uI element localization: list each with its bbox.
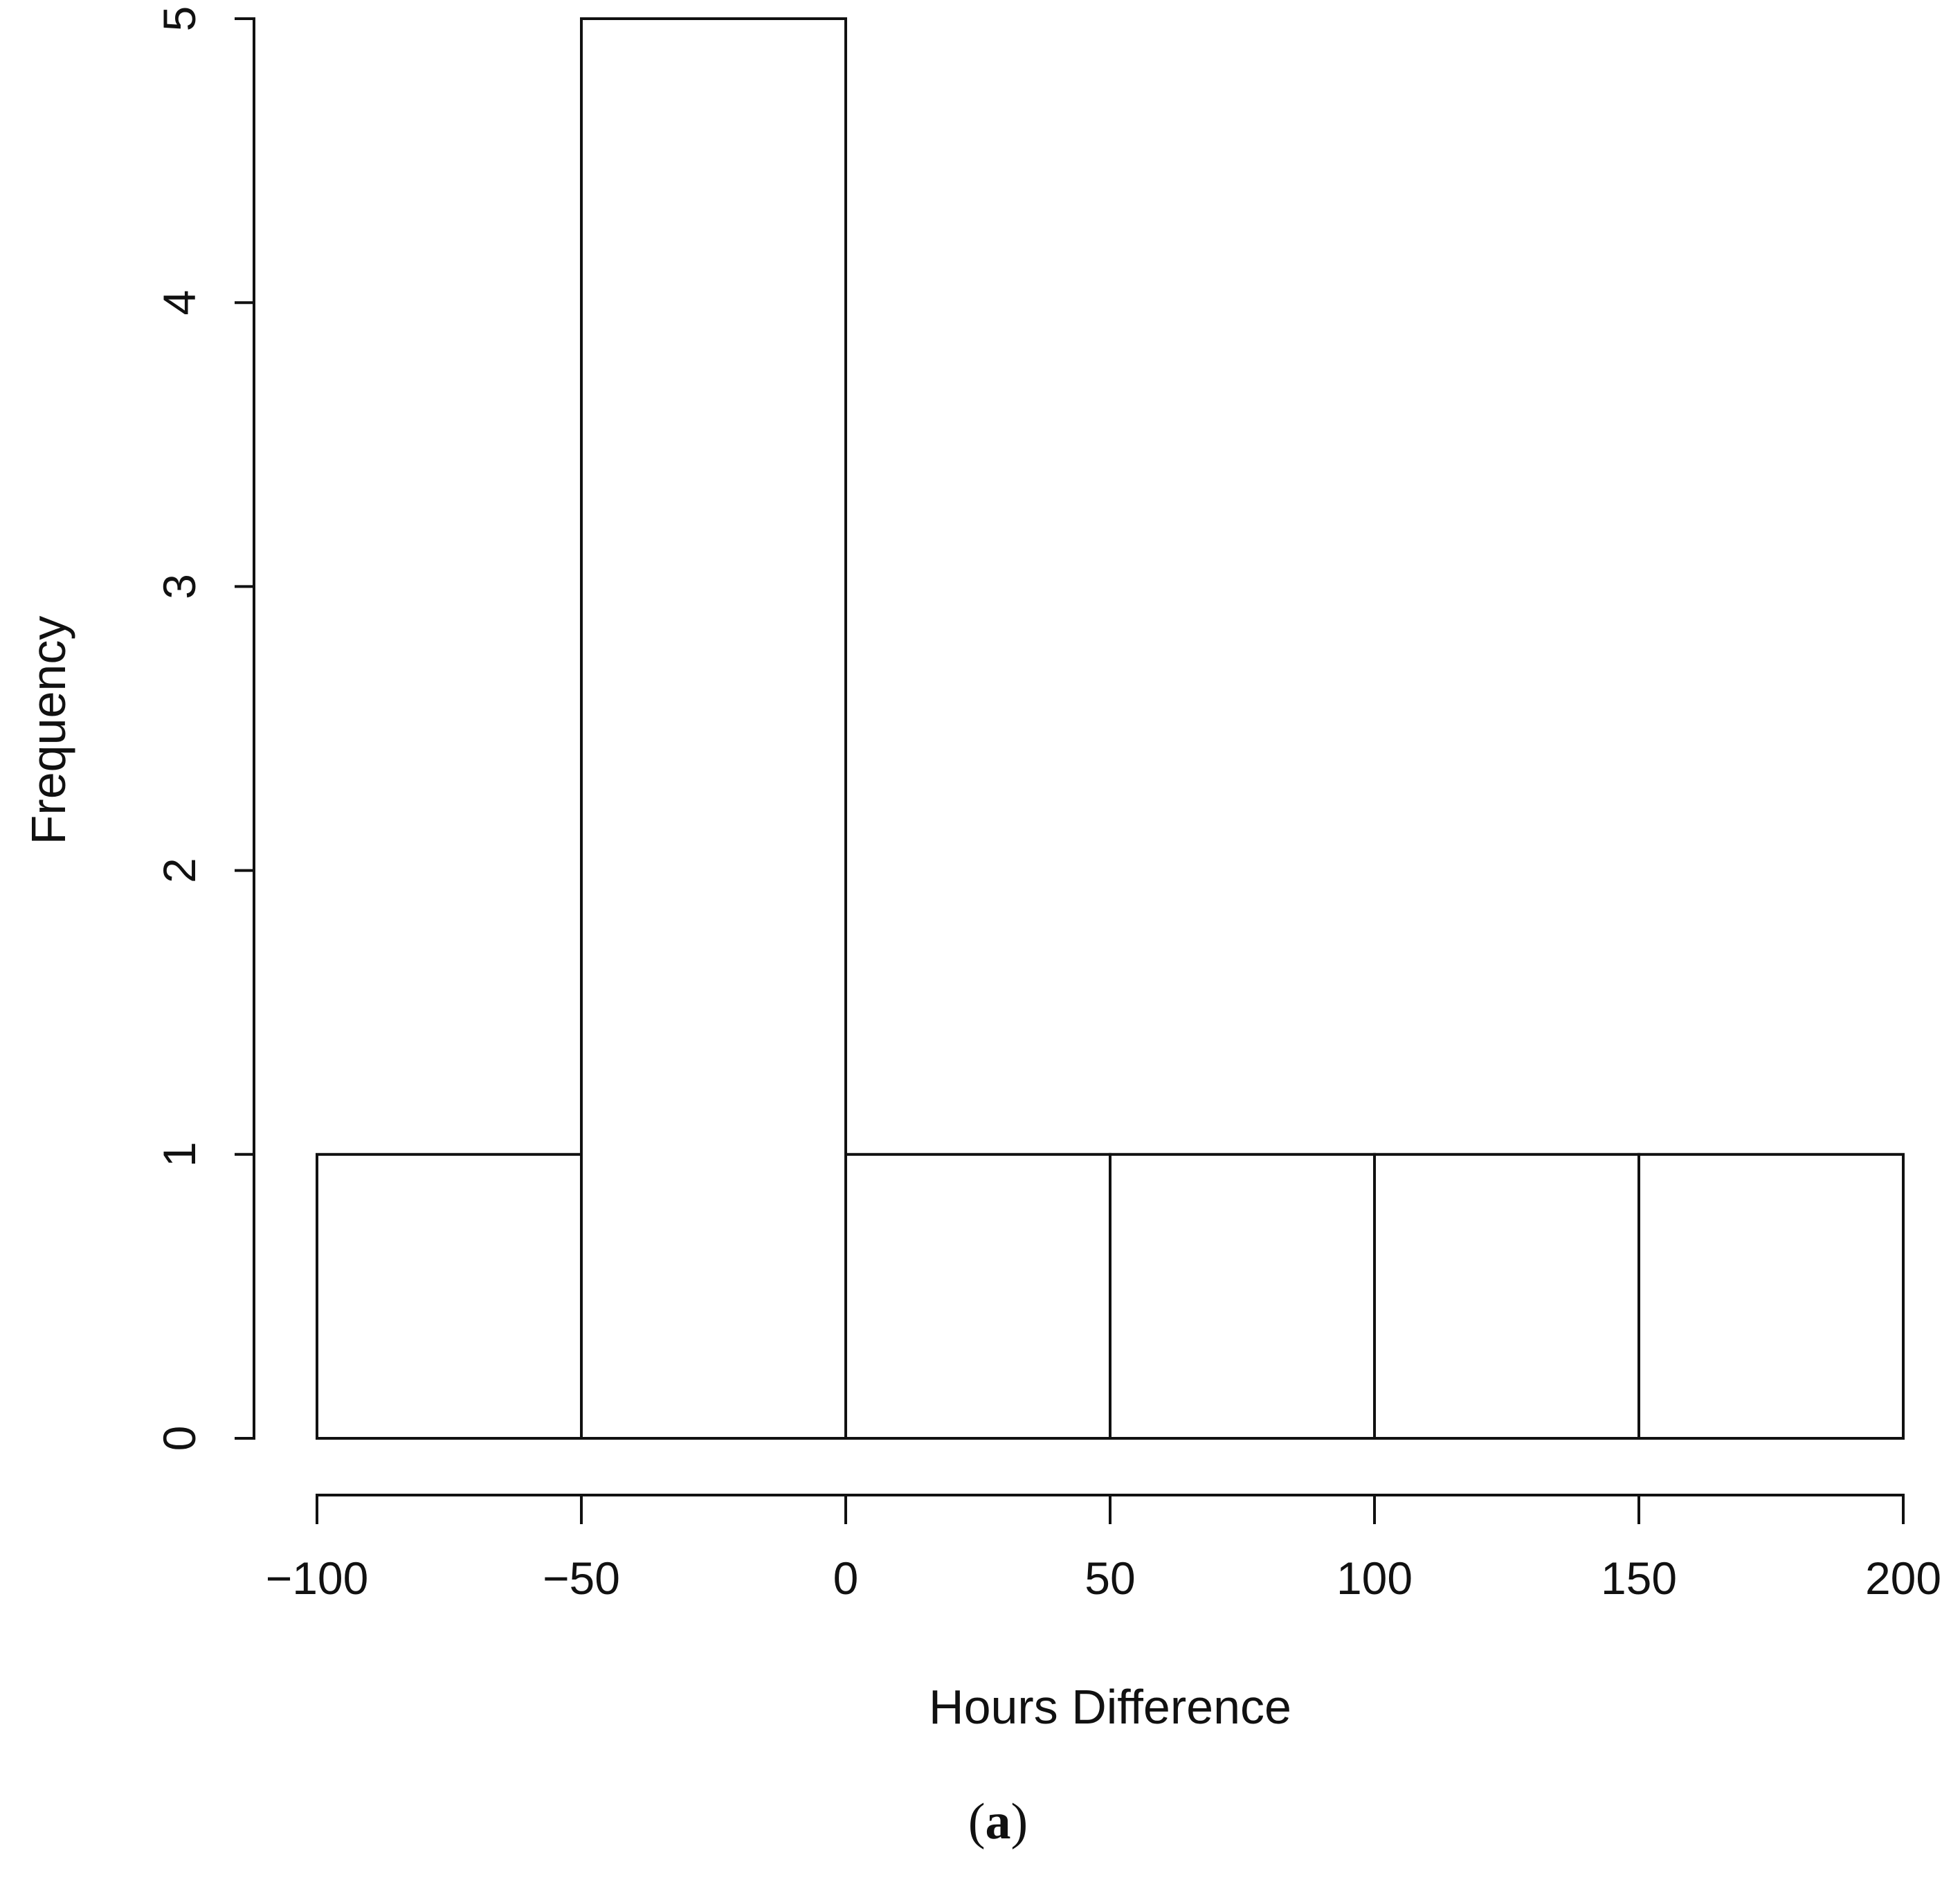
x-axis: −100 −50 0 50 100 150 200 — [266, 1494, 1941, 1604]
x-tick-label-3: 50 — [1085, 1553, 1135, 1604]
y-tick-label-3: 3 — [154, 574, 205, 599]
y-tick-label-2: 2 — [154, 858, 205, 883]
histogram-bar-0 — [316, 1152, 583, 1440]
x-tick-label-6: 200 — [1865, 1553, 1941, 1604]
histogram-bars — [316, 17, 1905, 1440]
caption-letter: a — [986, 1793, 1011, 1850]
y-axis: 0 1 2 3 4 5 — [154, 6, 255, 1451]
x-tick-label-5: 150 — [1601, 1553, 1677, 1604]
figure-caption: (a) — [968, 1793, 1028, 1850]
histogram-bar-5 — [1637, 1152, 1905, 1440]
histogram-bar-1 — [580, 17, 847, 1440]
x-axis-title: Hours Difference — [929, 1680, 1291, 1734]
x-tick-label-4: 100 — [1336, 1553, 1413, 1604]
histogram-bar-3 — [1109, 1152, 1376, 1440]
caption-close-paren: ) — [1011, 1793, 1028, 1850]
y-tick-label-0: 0 — [154, 1426, 205, 1451]
x-tick-label-1: −50 — [543, 1553, 620, 1604]
y-tick-label-4: 4 — [154, 290, 205, 316]
caption-open-paren: ( — [968, 1793, 986, 1850]
x-tick-label-2: 0 — [833, 1553, 859, 1604]
histogram-bar-4 — [1373, 1152, 1640, 1440]
x-tick-label-0: −100 — [266, 1553, 369, 1604]
histogram-bar-2 — [844, 1152, 1111, 1440]
y-tick-label-1: 1 — [154, 1141, 205, 1167]
y-tick-label-5: 5 — [154, 6, 205, 32]
y-axis-title: Frequency — [21, 616, 75, 845]
